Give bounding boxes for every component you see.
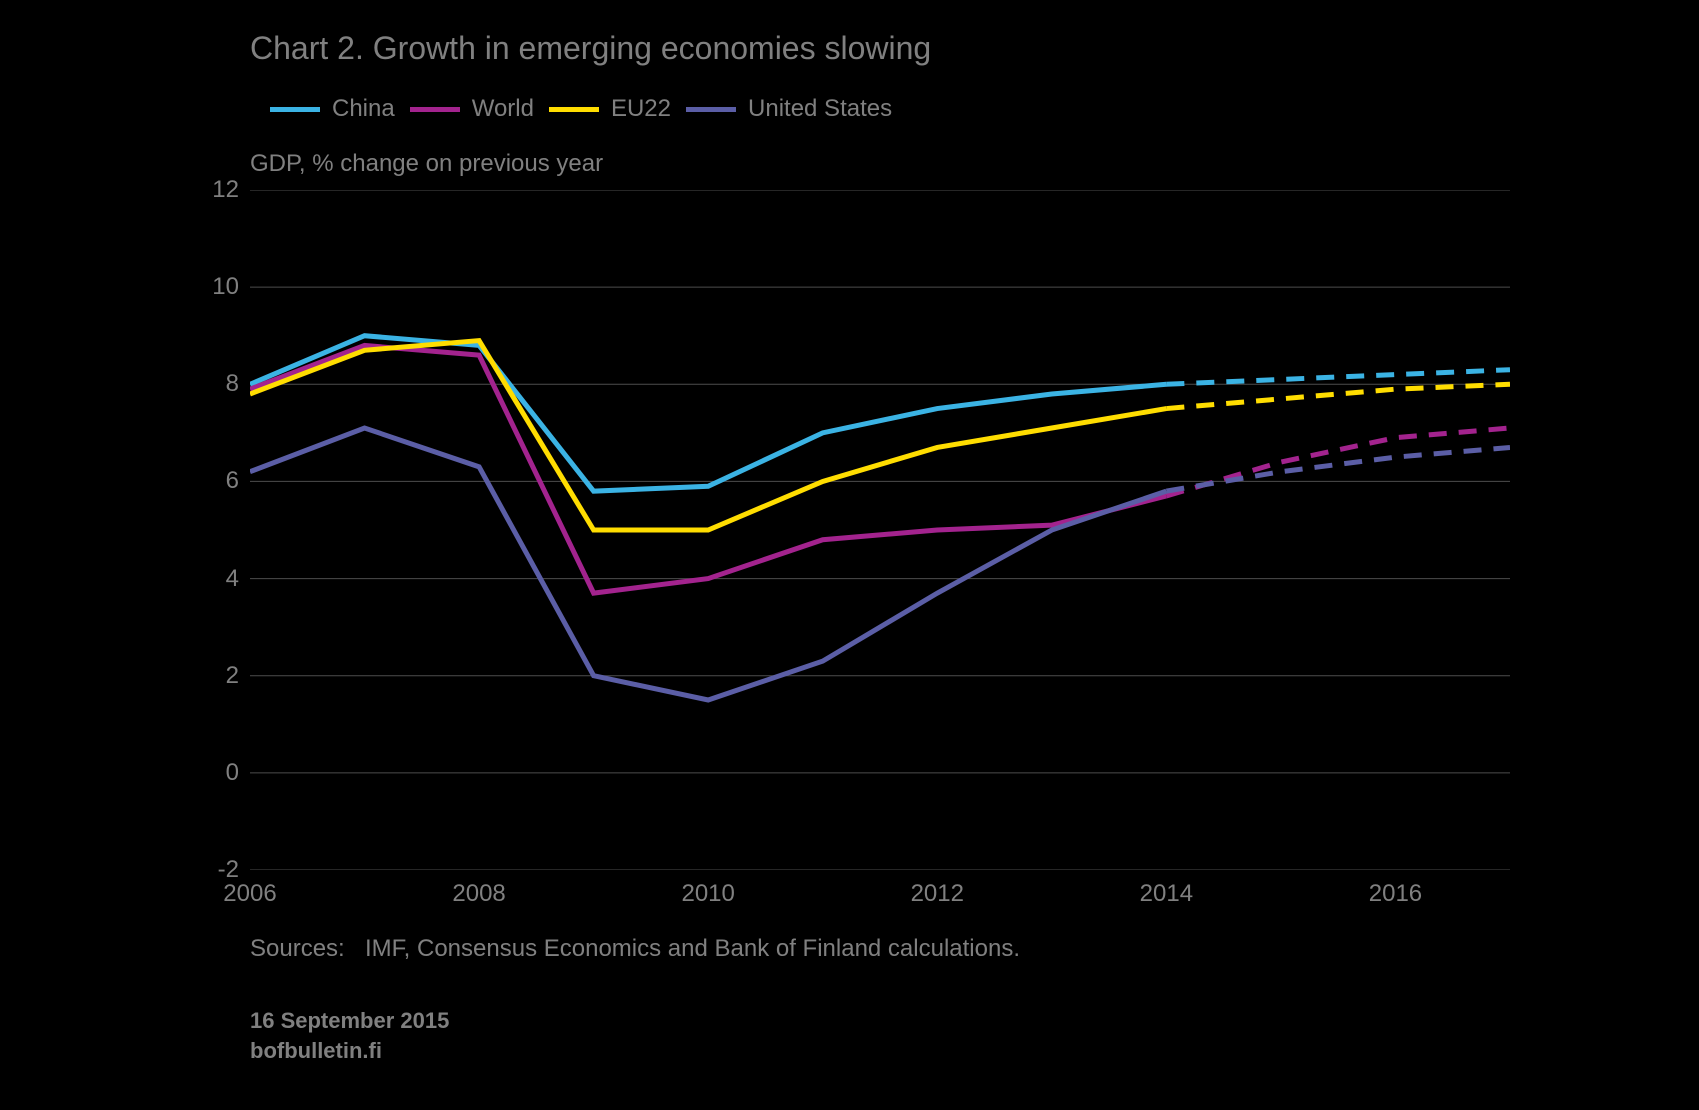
legend-label-world: World	[472, 95, 534, 123]
plot-svg	[250, 190, 1510, 870]
legend-label-china: China	[332, 95, 395, 123]
x-tick-label: 2012	[911, 880, 964, 908]
y-tick-label: 8	[179, 370, 239, 398]
x-tick-label: 2016	[1369, 880, 1422, 908]
y-tick-label: 4	[179, 565, 239, 593]
x-tick-label: 2010	[681, 880, 734, 908]
legend-item-us: United States	[686, 95, 892, 123]
x-tick-label: 2008	[452, 880, 505, 908]
x-tick-label: 2014	[1140, 880, 1193, 908]
legend-item-eu22: EU22	[549, 95, 671, 123]
legend-item-world: World	[410, 95, 534, 123]
y-tick-label: 12	[179, 176, 239, 204]
legend-swatch-eu22	[549, 107, 599, 112]
y-tick-label: 2	[179, 662, 239, 690]
legend-label-eu22: EU22	[611, 95, 671, 123]
plot-area	[250, 190, 1510, 870]
site-text: bofbulletin.fi	[250, 1038, 382, 1064]
source-label: Sources:	[250, 935, 345, 963]
legend-label-us: United States	[748, 95, 892, 123]
legend-swatch-us	[686, 107, 736, 112]
y-axis-label: GDP, % change on previous year	[250, 150, 603, 178]
chart-title: Chart 2. Growth in emerging economies sl…	[250, 30, 931, 67]
x-tick-label: 2006	[223, 880, 276, 908]
legend: China World EU22 United States	[270, 95, 892, 123]
source-text: IMF, Consensus Economics and Bank of Fin…	[365, 935, 1020, 963]
y-tick-label: 10	[179, 273, 239, 301]
chart-container: Chart 2. Growth in emerging economies sl…	[0, 0, 1699, 1110]
legend-item-china: China	[270, 95, 395, 123]
y-tick-label: 6	[179, 467, 239, 495]
legend-swatch-china	[270, 107, 320, 112]
y-tick-label: 0	[179, 759, 239, 787]
legend-swatch-world	[410, 107, 460, 112]
date-text: 16 September 2015	[250, 1008, 449, 1034]
